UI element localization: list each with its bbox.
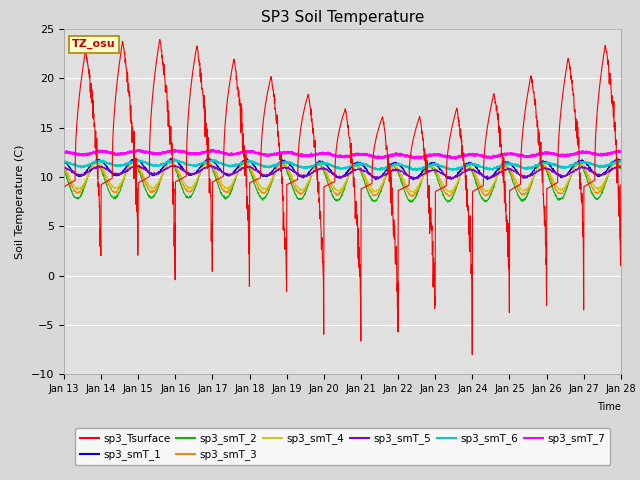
sp3_smT_2 — [60, 168, 68, 174]
sp3_smT_3 — [60, 167, 68, 172]
sp3_smT_6 — [584, 160, 591, 166]
sp3_smT_1 — [216, 167, 223, 172]
sp3_smT_3 — [505, 166, 513, 171]
sp3_smT_2 — [568, 169, 576, 175]
sp3_smT_4 — [617, 163, 625, 168]
Line: sp3_smT_2: sp3_smT_2 — [64, 161, 621, 202]
sp3_smT_3 — [584, 173, 591, 179]
sp3_Tsurface — [584, 181, 591, 187]
sp3_Tsurface — [468, 351, 476, 357]
Y-axis label: Soil Temperature (C): Soil Temperature (C) — [15, 144, 26, 259]
Text: TZ_osu: TZ_osu — [72, 39, 116, 49]
Line: sp3_smT_7: sp3_smT_7 — [64, 150, 621, 159]
sp3_smT_1 — [205, 156, 212, 161]
sp3_smT_2 — [167, 158, 175, 164]
sp3_smT_1 — [505, 159, 513, 165]
sp3_smT_3 — [568, 170, 576, 176]
sp3_smT_1 — [60, 159, 68, 165]
Text: Time: Time — [597, 402, 621, 412]
Title: SP3 Soil Temperature: SP3 Soil Temperature — [260, 10, 424, 25]
sp3_smT_4 — [568, 170, 576, 176]
sp3_smT_6 — [412, 168, 420, 173]
Line: sp3_smT_5: sp3_smT_5 — [64, 166, 621, 179]
sp3_smT_2 — [371, 198, 379, 204]
sp3_smT_7 — [584, 150, 591, 156]
sp3_smT_3 — [617, 164, 625, 169]
Line: sp3_smT_3: sp3_smT_3 — [64, 161, 621, 196]
sp3_smT_7 — [568, 152, 576, 157]
sp3_smT_2 — [359, 173, 367, 179]
sp3_smT_6 — [568, 162, 576, 168]
sp3_smT_6 — [216, 160, 223, 166]
sp3_Tsurface — [568, 77, 576, 83]
sp3_Tsurface — [371, 142, 379, 148]
sp3_smT_3 — [371, 193, 379, 199]
sp3_smT_5 — [617, 164, 625, 169]
sp3_smT_5 — [60, 165, 68, 171]
sp3_smT_6 — [371, 166, 379, 172]
sp3_smT_6 — [359, 161, 367, 167]
sp3_smT_1 — [584, 162, 591, 168]
sp3_smT_3 — [408, 193, 416, 199]
sp3_smT_7 — [216, 148, 223, 154]
sp3_smT_3 — [359, 171, 367, 177]
sp3_smT_1 — [359, 162, 367, 168]
sp3_smT_7 — [452, 156, 460, 162]
sp3_Tsurface — [617, 182, 625, 188]
sp3_smT_2 — [408, 199, 415, 205]
sp3_smT_6 — [170, 157, 178, 163]
sp3_Tsurface — [216, 176, 223, 181]
sp3_Tsurface — [505, 265, 513, 271]
sp3_smT_7 — [371, 155, 379, 160]
sp3_smT_5 — [207, 163, 214, 168]
sp3_smT_4 — [359, 168, 367, 174]
sp3_smT_5 — [584, 167, 591, 172]
sp3_smT_7 — [617, 148, 625, 154]
sp3_smT_4 — [167, 158, 175, 164]
sp3_smT_2 — [617, 166, 625, 172]
sp3_smT_2 — [216, 186, 223, 192]
sp3_smT_1 — [617, 158, 625, 164]
sp3_smT_4 — [505, 166, 513, 171]
sp3_smT_4 — [371, 188, 379, 193]
sp3_smT_5 — [216, 167, 223, 172]
sp3_smT_3 — [131, 158, 138, 164]
sp3_Tsurface — [156, 36, 163, 42]
sp3_smT_2 — [505, 168, 513, 173]
sp3_smT_4 — [584, 171, 591, 177]
sp3_smT_7 — [359, 151, 367, 157]
sp3_smT_5 — [371, 174, 379, 180]
sp3_smT_6 — [505, 160, 513, 166]
sp3_smT_7 — [505, 152, 513, 157]
sp3_Tsurface — [60, 184, 68, 190]
sp3_smT_1 — [372, 177, 380, 183]
sp3_smT_1 — [568, 165, 576, 170]
sp3_Tsurface — [359, 185, 367, 191]
sp3_smT_7 — [60, 150, 68, 156]
sp3_smT_5 — [359, 168, 367, 174]
sp3_smT_5 — [568, 169, 576, 175]
sp3_smT_6 — [60, 159, 68, 165]
Line: sp3_smT_1: sp3_smT_1 — [64, 158, 621, 180]
Legend: sp3_Tsurface, sp3_smT_1, sp3_smT_2, sp3_smT_3, sp3_smT_4, sp3_smT_5, sp3_smT_6, : sp3_Tsurface, sp3_smT_1, sp3_smT_2, sp3_… — [75, 428, 610, 466]
sp3_smT_5 — [505, 167, 513, 172]
sp3_smT_7 — [171, 147, 179, 153]
sp3_smT_6 — [617, 158, 625, 164]
Line: sp3_smT_4: sp3_smT_4 — [64, 161, 621, 192]
sp3_smT_4 — [216, 177, 223, 183]
sp3_smT_4 — [410, 190, 418, 195]
sp3_smT_3 — [216, 181, 223, 187]
sp3_smT_2 — [584, 179, 591, 185]
sp3_smT_1 — [371, 176, 379, 181]
sp3_smT_5 — [447, 176, 455, 182]
Line: sp3_smT_6: sp3_smT_6 — [64, 160, 621, 170]
Line: sp3_Tsurface: sp3_Tsurface — [64, 39, 621, 354]
sp3_smT_4 — [60, 164, 68, 170]
